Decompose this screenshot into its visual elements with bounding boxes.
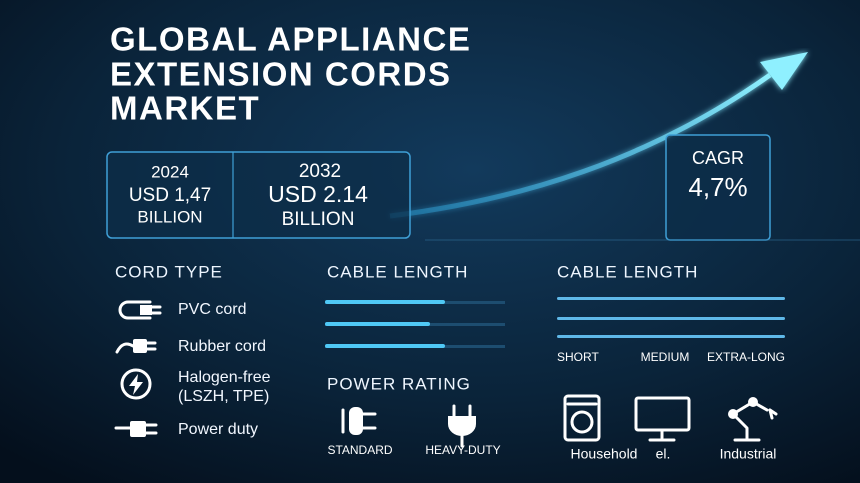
icons (114, 300, 162, 437)
title-line: MARKET (110, 90, 260, 127)
length-label: MEDIUM (641, 350, 690, 364)
cord-item: Power duty (178, 421, 258, 438)
section-title: CABLE LENGTH (557, 262, 698, 281)
application-label: Industrial (720, 446, 777, 462)
cagr-value: 4,7% (688, 172, 747, 202)
icons (563, 394, 778, 442)
title-line: GLOBAL APPLIANCE (110, 21, 471, 58)
cagr-label: CAGR (692, 148, 744, 168)
cord-item: Halogen-free (178, 369, 271, 386)
length-bars (325, 300, 505, 348)
application-label: el. (656, 446, 671, 462)
stat-year: 2024 (151, 162, 189, 181)
stat-year: 2032 (299, 161, 341, 182)
growth-arrow (389, 72, 772, 219)
cagr-box: CAGR 4,7% (665, 134, 771, 241)
length-label: EXTRA-LONG (707, 350, 785, 364)
length-bars (557, 297, 785, 338)
stats-box: 2024 USD 1,47 BILLION 2032 USD 2.14 BILL… (106, 151, 411, 239)
cord-item: PVC cord (178, 301, 246, 318)
section-title: CORD TYPE (115, 262, 223, 281)
title-line: EXTENSION CORDS (110, 56, 452, 93)
section-title: CABLE LENGTH (327, 262, 468, 281)
section-title: POWER RATING (327, 374, 471, 393)
stat-unit: BILLION (137, 207, 202, 226)
icons (341, 404, 476, 448)
cord-item: Rubber cord (178, 338, 266, 355)
rating-label: STANDARD (327, 443, 392, 457)
rating-label: HEAVY-DUTY (425, 443, 500, 457)
title: GLOBAL APPLIANCE EXTENSION CORDS MARKET (110, 21, 471, 127)
stat-value: USD 2.14 (268, 181, 368, 207)
stat-value: USD 1,47 (129, 185, 211, 206)
stat-unit: BILLION (282, 209, 355, 230)
arrow-head (760, 52, 808, 90)
cord-item: (LSZH, TPE) (178, 388, 269, 405)
length-label: SHORT (557, 350, 599, 364)
application-label: Household (571, 446, 638, 462)
